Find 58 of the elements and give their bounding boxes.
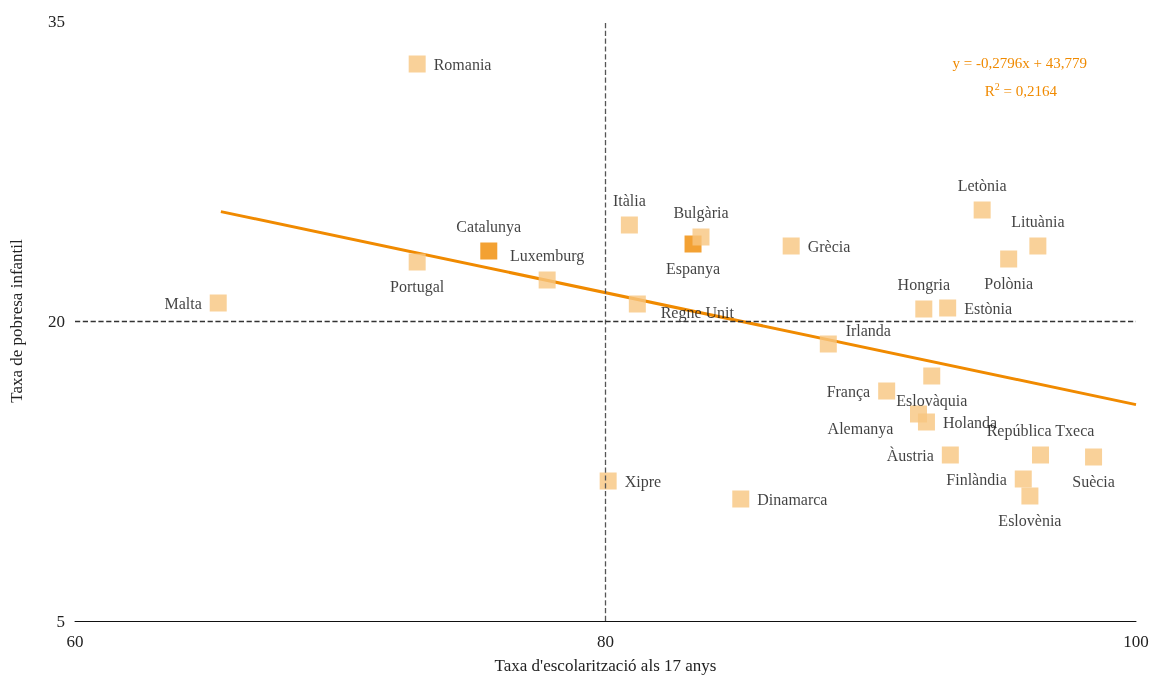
annotation: Dinamarca [757,490,828,508]
point [1000,250,1018,268]
point [692,228,710,246]
annotation: Bulgària [673,204,729,222]
point [209,294,227,312]
x-tick-label: 100 [1123,632,1149,651]
y-tick-label: 5 [56,611,65,631]
point [915,300,933,318]
y-axis-title: Taxa de pobresa infantil [7,238,26,403]
point [1029,237,1047,255]
point [732,490,750,508]
annotation: y = -0,2796x + 43,779 [952,54,1088,71]
annotation: Estònia [964,299,1013,317]
x-tick-label: 80 [597,632,614,651]
annotation: Itàlia [612,192,646,209]
annotation: Eslovènia [998,512,1062,529]
point [941,446,959,464]
x-axis-title: Taxa d'escolarització als 17 anys [494,656,717,675]
annotation: Àustria [886,445,934,464]
y-tick-label: 35 [48,11,65,31]
annotation: Xipre [624,472,662,491]
point [939,299,957,317]
point [973,201,991,219]
annotation: Finlàndia [946,470,1007,488]
annotation: Lituània [1011,213,1065,230]
point [819,335,837,353]
annotation: Romania [433,55,492,73]
point [917,413,935,431]
point [408,55,426,73]
point [1014,470,1032,488]
annotation: Alemanya [827,419,894,438]
annotation: Espanya [665,260,721,278]
annotation: Portugal [390,278,445,296]
y-tick-label: 20 [48,311,65,331]
annotation: França [826,382,871,401]
annotation: Eslovàquia [896,392,968,410]
point [480,242,498,260]
annotation: Polònia [984,275,1034,292]
annotation: Malta [164,294,202,312]
point [878,382,896,400]
point [923,367,941,385]
point [1085,448,1103,466]
point [620,216,638,234]
point [1032,446,1050,464]
annotation: Irlanda [845,321,891,339]
annotation: Catalunya [456,218,522,236]
point [538,271,556,289]
point [628,295,646,313]
annotation: Letònia [957,177,1007,194]
point [1021,487,1039,505]
annotation: Hongria [897,276,951,294]
point [408,253,426,271]
annotation: Grècia [807,237,851,255]
point [599,472,617,490]
annotation: Suècia [1072,473,1115,490]
annotation: Luxemburg [509,247,585,265]
point [782,237,800,255]
x-tick-label: 60 [66,632,84,651]
